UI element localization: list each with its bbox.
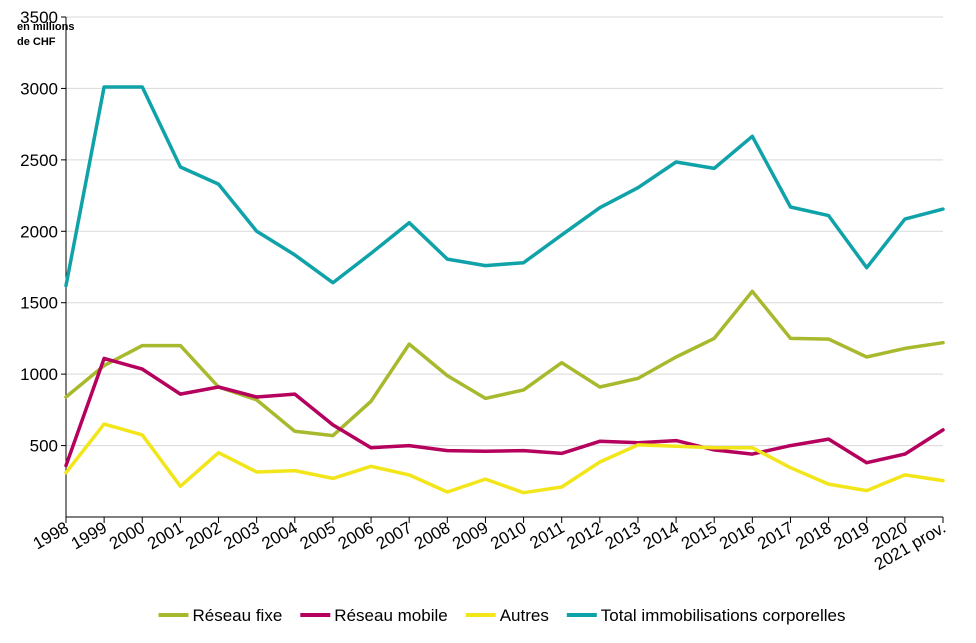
series-line-3 [64,85,945,288]
x-tick-label-1: 1999 [68,518,110,553]
x-tick-label-12: 2010 [487,518,529,553]
gridlines [66,16,943,447]
x-tick-label-21: 2019 [830,518,872,553]
x-tick-label-9: 2007 [373,518,415,553]
y-tick-label-500: 500 [30,437,58,456]
x-tick-label-18: 2016 [716,518,758,553]
axes [65,17,943,518]
x-tick-label-13: 2011 [527,518,568,553]
legend-item-3: Total immobilisations corporelles [566,606,846,625]
unit-label-line2: de CHF [17,36,56,48]
x-tick-label-19: 2017 [754,518,796,553]
y-tick-label-3500: 3500 [20,8,58,27]
series-lines [64,85,945,495]
x-tick-label-14: 2012 [564,518,606,553]
x-tick-label-6: 2004 [259,518,301,553]
x-tick-label-17: 2015 [678,518,720,553]
x-tick-label-10: 2008 [411,518,453,553]
series-line-1 [64,356,945,468]
x-tick-label-3: 2001 [144,518,186,553]
series-line-0 [64,289,945,438]
legend-label-0: Réseau fixe [193,606,283,625]
y-axis-ticks: 500 1000 1500 2000 2500 3000 3500 [20,8,66,456]
series-line-2 [64,422,945,495]
x-axis-ticks: 1998199920002001200220032004200520062007… [30,517,949,574]
x-tick-label-20: 2018 [792,518,834,553]
x-tick-label-11: 2009 [449,518,491,553]
x-tick-label-5: 2003 [220,518,262,553]
legend-label-3: Total immobilisations corporelles [601,606,846,625]
x-tick-label-2: 2000 [106,518,148,553]
y-tick-label-3000: 3000 [20,79,58,98]
legend-label-1: Réseau mobile [334,606,447,625]
x-tick-label-4: 2002 [182,518,224,553]
unit-label-line1: en millions [17,21,74,33]
x-tick-label-15: 2013 [602,518,644,553]
legend: Réseau fixe Réseau mobile Autres Total immo… [158,606,846,625]
x-tick-label-8: 2006 [335,518,377,553]
y-tick-label-2000: 2000 [20,222,58,241]
legend-item-0: Réseau fixe [158,606,283,625]
y-tick-label-1500: 1500 [20,294,58,313]
y-tick-label-2500: 2500 [20,151,58,170]
legend-label-2: Autres [500,606,549,625]
y-tick-label-1000: 1000 [20,365,58,384]
x-tick-label-7: 2005 [297,518,339,553]
x-tick-label-0: 1998 [30,518,72,553]
x-tick-label-16: 2014 [640,518,682,553]
legend-item-2: Autres [465,606,549,625]
legend-item-1: Réseau mobile [300,606,448,625]
